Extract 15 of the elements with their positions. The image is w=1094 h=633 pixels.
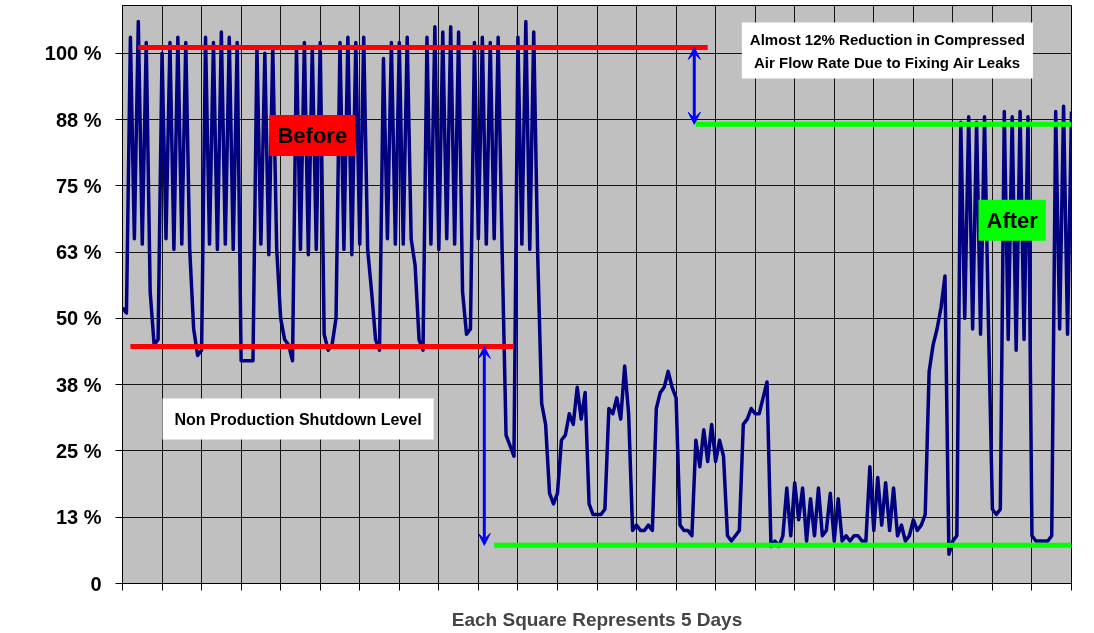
y-tick-label: 63 % xyxy=(55,241,102,264)
y-tick-label: 50 % xyxy=(55,307,102,330)
y-tick-label: 88 % xyxy=(55,108,102,131)
annotation: Non Production Shutdown Level xyxy=(174,410,422,428)
y-tick-label: 75 % xyxy=(55,174,102,197)
y-tick-label: 38 % xyxy=(55,373,102,396)
line-series xyxy=(122,19,1072,557)
y-tick-label: 13 % xyxy=(55,506,102,529)
annotation: Almost 12% Reduction in Compressed Air Flow Rate Due to Fixing Air Leaks xyxy=(749,30,1025,71)
annotation: After xyxy=(986,207,1039,233)
y-tick-label: 0 xyxy=(90,572,102,595)
y-tick-label: 25 % xyxy=(55,439,102,462)
y-tick-label: 100 % xyxy=(44,42,102,65)
annotation: Before xyxy=(277,122,348,148)
x-axis-title: Each Square Represents 5 Days xyxy=(451,608,743,630)
